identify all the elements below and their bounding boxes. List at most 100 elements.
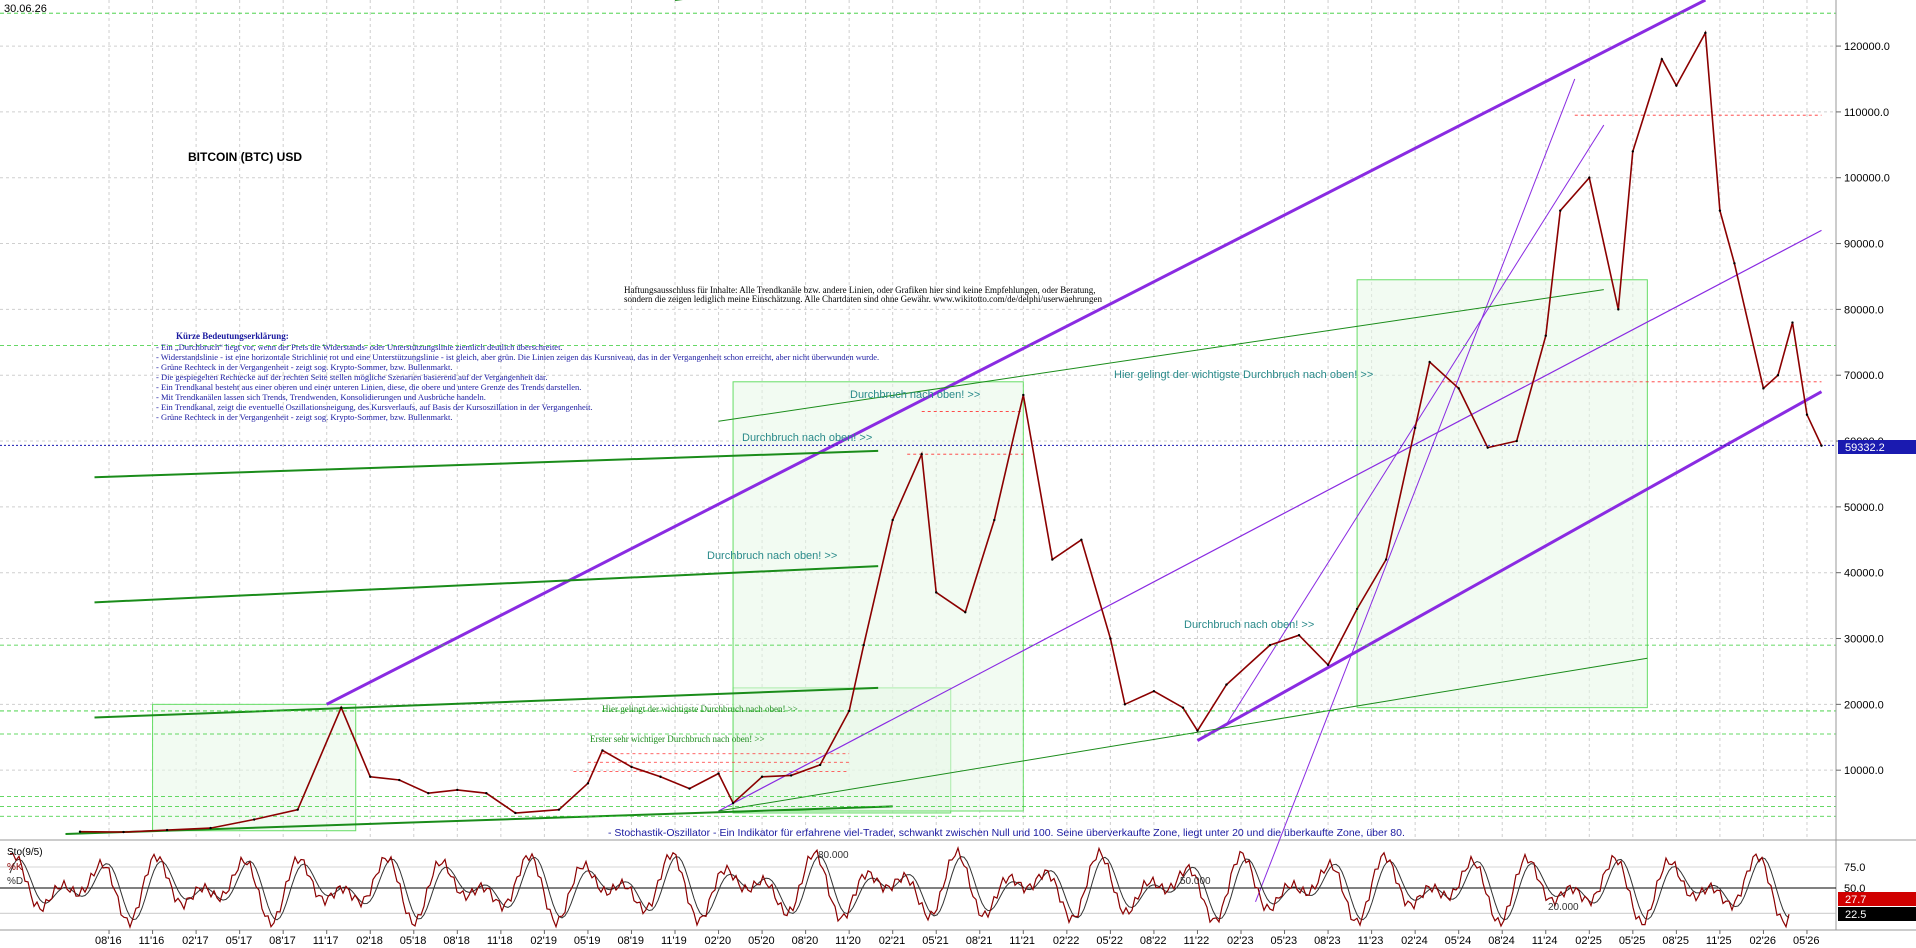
y-tick-label: 100000.0: [1844, 173, 1890, 185]
bull-box-2021: [732, 381, 1024, 812]
price-point: [1704, 31, 1707, 35]
price-point: [1152, 689, 1156, 693]
y-tick-label: 30000.0: [1844, 634, 1884, 646]
first-breakout-label: Erster sehr wichtiger Durchbruch nach ob…: [590, 734, 765, 744]
y-tick-label: 110000.0: [1844, 107, 1889, 119]
price-point: [1428, 360, 1431, 364]
x-tick-label: 08'19: [617, 935, 644, 947]
x-tick-label: 05'17: [226, 935, 253, 947]
d-value: 22.5: [1845, 909, 1866, 921]
chart-title: BITCOIN (BTC) USD: [188, 150, 302, 164]
y-tick-label: 80000.0: [1844, 304, 1884, 316]
price-point: [1486, 446, 1489, 449]
bull-market-boxes: [152, 279, 1648, 832]
price-point: [1181, 706, 1185, 709]
x-tick-label: 05'26: [1793, 935, 1820, 947]
x-tick-label: 02'23: [1227, 935, 1254, 947]
channel-steep-1: [1255, 78, 1576, 903]
price-point: [369, 775, 372, 778]
price-point: [485, 792, 488, 795]
price-point: [1413, 426, 1417, 430]
x-tick-label: 02'24: [1401, 935, 1428, 947]
price-point: [78, 830, 82, 833]
x-tick-label: 02'20: [705, 935, 732, 947]
price-point: [1384, 558, 1388, 561]
price-point: [731, 801, 735, 805]
y-tick-label: 120000.0: [1844, 41, 1890, 53]
osc-inline-50: 50.000: [1180, 876, 1211, 887]
k-value-tag: 27.7: [1838, 892, 1916, 906]
x-tick-label: 11'18: [487, 935, 513, 947]
price-series: [78, 30, 1823, 834]
price-point: [1196, 729, 1199, 732]
price-point: [847, 709, 851, 713]
price-point: [1355, 607, 1359, 611]
last-price-value: 59332.2: [1845, 442, 1885, 454]
price-point: [1559, 209, 1562, 212]
price-point: [1733, 262, 1736, 265]
price-point: [1051, 558, 1054, 561]
price-point: [891, 518, 894, 522]
price-point: [252, 818, 256, 821]
osc-inline-80: 80.000: [818, 850, 849, 861]
price-point: [165, 828, 169, 832]
price-point: [717, 772, 720, 775]
x-tick-label: 05'22: [1096, 935, 1123, 947]
price-point: [586, 782, 590, 785]
price-point: [557, 808, 561, 811]
x-tick-label: 05'21: [922, 935, 949, 947]
x-tick-label: 05'20: [748, 935, 775, 947]
channel-lower: [1196, 390, 1823, 742]
y-tick-label: 10000.0: [1844, 765, 1884, 777]
x-tick-label: 11'19: [661, 935, 687, 947]
price-point: [1457, 387, 1460, 390]
x-tick-label: 08'25: [1662, 935, 1689, 947]
price-point: [688, 787, 691, 790]
k-value: 27.7: [1845, 894, 1866, 906]
osc-k-line: [9, 846, 1790, 930]
stochastic-note: - Stochastik-Oszillator - Ein Indikator …: [608, 827, 1405, 839]
price-point: [993, 518, 996, 522]
x-tick-label: 11'23: [1358, 935, 1384, 947]
legend-line: - Grüne Rechteck in der Vergangenheit - …: [156, 412, 452, 422]
main-breakout-label: Hier gelingt der wichtigste Durchbruch n…: [1114, 369, 1373, 381]
price-point: [427, 792, 430, 795]
x-tick-label: 05'19: [574, 935, 601, 947]
price-point: [1631, 150, 1635, 153]
price-point: [789, 774, 793, 777]
x-tick-label: 08'18: [443, 935, 470, 947]
osc-tick-label: 75.0: [1844, 862, 1865, 874]
support-line-2017: [94, 686, 879, 719]
price-point: [1660, 58, 1664, 61]
breakout-label-2: Durchbruch nach oben! >>: [742, 432, 872, 444]
bull-box-2024: [1356, 279, 1648, 709]
price-point: [935, 591, 938, 594]
price-point: [514, 811, 517, 815]
trend-lines: [0, 0, 1836, 903]
price-point: [209, 826, 212, 830]
price-point: [1080, 538, 1083, 541]
support-line-low: [718, 657, 1648, 812]
price-point: [1326, 663, 1330, 667]
stochastic-panel: 75.050.0: [0, 846, 1865, 930]
price-point: [1820, 444, 1823, 447]
legend-line: - Mit Trendkanälen lassen sich Trends, T…: [156, 392, 486, 402]
y-tick-label: 90000.0: [1844, 239, 1884, 251]
legend-title: Kürze Bedeutungserklärung:: [176, 331, 289, 341]
price-point: [1776, 374, 1780, 377]
channel-mid: [718, 229, 1822, 812]
time-x-axis: 08'16 11'16 02'17 05'17 08'17 11'17 02'18 05'18…: [95, 930, 1820, 947]
x-tick-label: 11'24: [1532, 935, 1558, 947]
support-line-mid: [718, 289, 1604, 422]
last-price-tag: 59332.2: [1838, 440, 1916, 454]
price-point: [1123, 703, 1127, 706]
breakout-label-1: Durchbruch nach oben! >>: [850, 389, 980, 401]
price-point: [1109, 637, 1112, 640]
breakout-2020-label: Hier gelingt der wichtigste Durchbruch n…: [602, 704, 798, 714]
price-point: [1675, 84, 1678, 87]
price-point: [122, 830, 125, 834]
price-point: [1268, 643, 1272, 647]
price-point: [340, 706, 343, 709]
x-tick-label: 05'25: [1619, 935, 1646, 947]
price-point: [398, 778, 401, 782]
